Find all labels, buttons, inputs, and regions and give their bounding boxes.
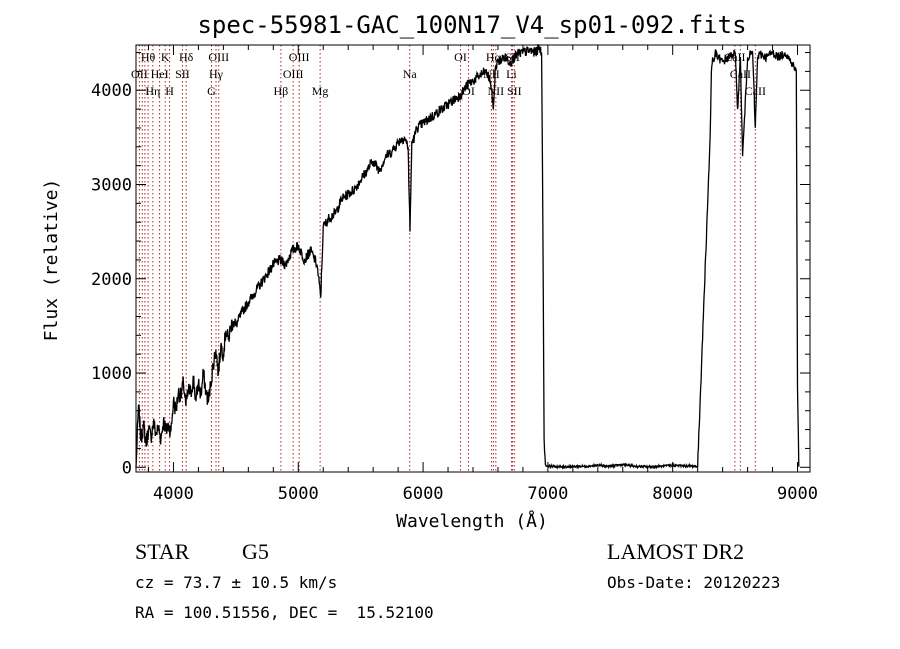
line-label: NII <box>488 84 505 98</box>
line-label: Hβ <box>274 84 289 98</box>
x-tick-label: 8000 <box>652 484 693 504</box>
line-label: OIII <box>289 50 310 64</box>
x-tick-label: 6000 <box>403 484 444 504</box>
y-axis-label: Flux (relative) <box>41 179 62 342</box>
redshift-text: cz = 73.7 ± 10.5 km/s <box>135 573 338 592</box>
line-label: SII <box>175 67 190 81</box>
y-tick-label: 4000 <box>91 81 132 101</box>
axes <box>135 44 811 473</box>
x-tick-label: 5000 <box>278 484 319 504</box>
emission-line-markers <box>138 45 756 472</box>
y-tick-label: 3000 <box>91 176 132 196</box>
survey-name: LAMOST DR2 <box>607 539 745 564</box>
line-label: OI <box>454 50 467 64</box>
line-label: SII <box>507 84 522 98</box>
coordinates-text: RA = 100.51556, DEC = 15.52100 <box>135 603 434 622</box>
line-label: G <box>207 84 216 98</box>
y-tick-label: 2000 <box>91 270 132 290</box>
spectrum-series-line <box>135 44 800 471</box>
line-label: Hδ <box>179 50 194 64</box>
object-class: STAR <box>135 539 190 564</box>
line-label: OIII <box>208 50 229 64</box>
line-label: Mg <box>312 84 329 98</box>
line-label: Li <box>506 67 517 81</box>
x-tick-label: 9000 <box>777 484 818 504</box>
line-label: HeI <box>151 67 169 81</box>
y-tick-label: 1000 <box>91 364 132 384</box>
x-tick-label: 7000 <box>527 484 568 504</box>
line-label: H <box>165 84 174 98</box>
y-tick-label: 0 <box>122 458 132 478</box>
object-subclass: G5 <box>242 539 269 564</box>
line-label: CaII <box>745 84 766 98</box>
line-label: Hθ <box>141 50 156 64</box>
line-label: K <box>161 50 170 64</box>
x-axis-label: Wavelength (Å) <box>396 510 548 532</box>
line-label: OIII <box>283 67 304 81</box>
line-label: Hη <box>145 84 160 98</box>
line-label: Hγ <box>209 67 224 81</box>
axis-ticks: 4000 5000 6000 7000 8000 9000 0 1000 2000 3000 400… <box>91 45 818 504</box>
x-tick-label: 4000 <box>153 484 194 504</box>
plot-frame <box>135 44 811 473</box>
obs-date-text: Obs-Date: 20120223 <box>607 573 781 592</box>
line-label: OII <box>131 67 148 81</box>
line-label: Na <box>403 67 418 81</box>
chart-title: spec-55981-GAC_100N17_V4_sp01-092.fits <box>197 11 746 39</box>
